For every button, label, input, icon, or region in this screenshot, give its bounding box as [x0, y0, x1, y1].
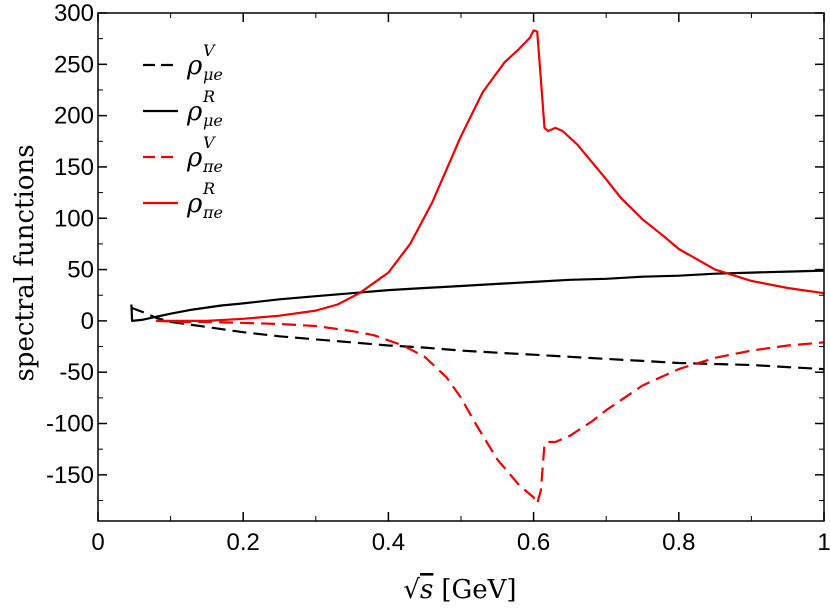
axes: 0 0.2 0.4 0.6 0.8 1 300 250 200 150 100 50 0 -50 -100 -…: [46, 0, 830, 556]
x-tick-label: 1: [817, 529, 830, 556]
series-line-rho-pie-V: [156, 319, 825, 505]
y-axis-title: spectral functions: [10, 144, 40, 381]
legend-superscript: R: [202, 179, 215, 198]
y-tick-label: 300: [54, 0, 94, 27]
x-axis-variable: s: [420, 575, 433, 605]
y-tick-label: 100: [54, 205, 94, 232]
y-tick-label: 250: [54, 51, 94, 78]
legend-subscript: μe: [203, 111, 223, 130]
series-line-rho-mue-V: [130, 306, 825, 371]
legend-superscript: V: [203, 133, 216, 152]
y-tick-label: -50: [59, 359, 94, 386]
legend-entry: ρV πe: [186, 133, 223, 176]
legend-subscript: μe: [203, 65, 223, 84]
x-tick-label: 0.4: [372, 529, 405, 556]
legend-entry: ρR μe: [186, 87, 223, 130]
legend-subscript: πe: [202, 157, 223, 176]
x-axis-sqrt-symbol: √: [403, 575, 420, 605]
plot-marks: [130, 29, 825, 505]
legend-symbol: ρ: [186, 51, 203, 81]
x-tick-label: 0: [91, 529, 104, 556]
series-line-rho-mue-R: [130, 269, 825, 322]
legend-symbol: ρ: [186, 97, 203, 127]
legend-entry: ρR πe: [186, 179, 223, 222]
y-tick-label: 0: [81, 308, 94, 335]
x-tick-label: 0.6: [517, 529, 550, 556]
legend-superscript: R: [202, 87, 215, 106]
x-tick-label: 0.2: [227, 529, 260, 556]
x-axis-unit: [GeV]: [441, 575, 516, 605]
y-tick-label: -100: [46, 411, 94, 438]
series-line-rho-pie-R: [156, 29, 825, 322]
x-axis-title: √s [GeV]: [403, 575, 516, 605]
legend-subscript: πe: [202, 203, 223, 222]
y-tick-label: 50: [67, 257, 94, 284]
legend-superscript: V: [203, 41, 216, 60]
legend-symbol: ρ: [186, 189, 203, 219]
y-tick-label: 200: [54, 103, 94, 130]
y-tick-label: -150: [46, 462, 94, 489]
legend-symbol: ρ: [186, 143, 203, 173]
legend-entry: ρV μe: [186, 41, 223, 84]
y-tick-label: 150: [54, 154, 94, 181]
x-tick-label: 0.8: [662, 529, 695, 556]
